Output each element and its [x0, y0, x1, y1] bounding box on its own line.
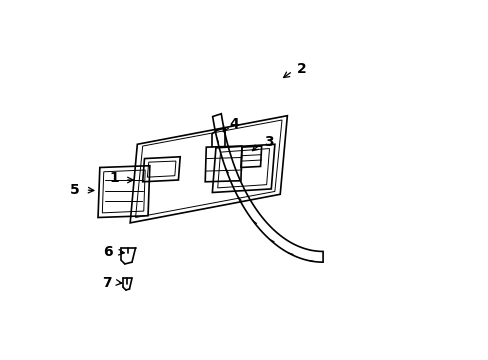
- Text: 4: 4: [229, 117, 239, 131]
- Text: 7: 7: [102, 275, 111, 289]
- Text: 3: 3: [264, 135, 273, 149]
- Text: 6: 6: [102, 245, 112, 259]
- Text: 5: 5: [70, 183, 80, 197]
- Text: 1: 1: [109, 171, 119, 185]
- Text: 2: 2: [297, 62, 306, 76]
